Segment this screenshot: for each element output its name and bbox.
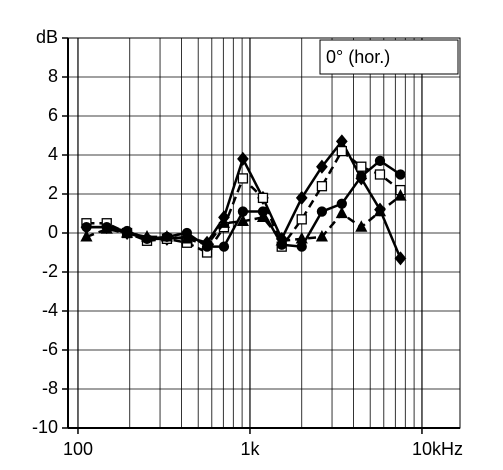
point: [394, 251, 407, 266]
annotation-box: [319, 39, 459, 75]
point: [275, 233, 288, 246]
annotation: 0° (hor.): [326, 47, 390, 67]
point: [336, 145, 347, 157]
point: [237, 173, 249, 184]
point: [395, 169, 406, 180]
point: [256, 210, 270, 223]
point: [335, 206, 348, 219]
point: [356, 161, 367, 172]
y-tick-label: 6: [48, 105, 58, 125]
point: [373, 204, 387, 217]
point: [315, 230, 328, 242]
y-tick-label: 8: [48, 66, 58, 86]
point: [316, 181, 328, 192]
point: [355, 220, 368, 232]
point: [200, 237, 214, 250]
point: [394, 189, 407, 201]
point: [374, 169, 386, 180]
point: [374, 155, 386, 167]
x-tick-label: 1k: [240, 439, 260, 459]
y-tick-label: -4: [42, 300, 58, 320]
point: [356, 171, 367, 182]
point: [236, 214, 250, 226]
y-tick-label: -10: [32, 417, 58, 437]
point: [316, 159, 328, 174]
point: [121, 226, 134, 238]
y-tick-label: 0: [48, 222, 58, 242]
y-tick-label: 4: [48, 144, 58, 164]
point: [218, 241, 230, 252]
y-tick-label: dB: [36, 27, 58, 47]
point: [160, 230, 174, 242]
point: [237, 151, 249, 166]
point: [80, 230, 93, 242]
point: [100, 222, 113, 234]
point: [295, 231, 308, 244]
point: [140, 230, 154, 242]
point: [180, 231, 194, 244]
y-tick-label: -8: [42, 378, 58, 398]
point: [296, 214, 307, 225]
y-tick-label: -6: [42, 339, 58, 359]
x-tick-label: 100: [63, 439, 93, 459]
y-tick-label: 2: [48, 183, 58, 203]
point: [316, 206, 328, 217]
x-tick-label: 10kHz: [412, 439, 463, 459]
point: [257, 192, 269, 204]
point: [217, 216, 231, 228]
y-tick-label: -2: [42, 261, 58, 281]
point: [295, 190, 308, 205]
